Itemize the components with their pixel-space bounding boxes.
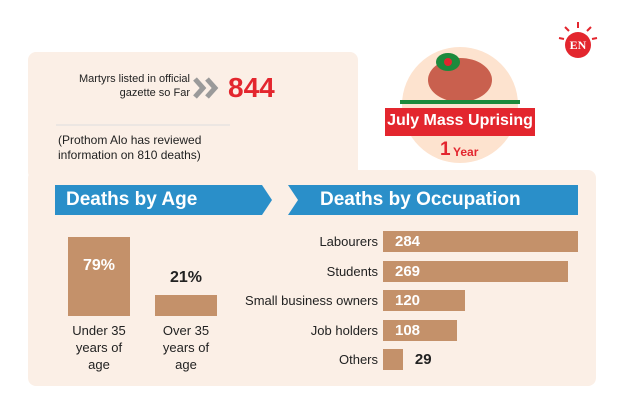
- value-label: 269: [395, 262, 421, 280]
- bar: [383, 260, 568, 282]
- chart-title: Deaths by Age: [66, 189, 198, 210]
- chart-title: Deaths by Occupation: [320, 189, 521, 210]
- x-tick-label: Under 35 years of age: [72, 323, 126, 372]
- bar: [383, 290, 466, 311]
- logo: EN: [569, 38, 587, 52]
- chevron: [193, 77, 207, 99]
- value-label: 120: [395, 292, 421, 309]
- badge-year-number: 1: [440, 139, 451, 160]
- badge-title: July Mass Uprising: [387, 112, 533, 129]
- bar: [383, 349, 403, 370]
- logo-circle: [565, 32, 591, 58]
- value-label: 29: [414, 351, 432, 368]
- x-tick-label: Over 35 years of age: [162, 323, 210, 372]
- value-label: 21%: [169, 269, 203, 286]
- bar: [68, 237, 130, 316]
- panel-top: [28, 52, 358, 180]
- martyrs-total: 844: [228, 72, 275, 103]
- header-bar: [288, 185, 578, 215]
- bar: [383, 231, 579, 252]
- badge-stripe: [400, 100, 520, 104]
- bar: [155, 295, 217, 316]
- y-tick-label: Labourers: [319, 234, 378, 249]
- badge-banner: [385, 108, 535, 136]
- martyrs-label: Martyrs listed in official gazette so Fa…: [78, 73, 190, 99]
- chevron: [205, 77, 219, 99]
- y-tick-label: Small business owners: [245, 293, 378, 308]
- value-label: 108: [395, 321, 421, 339]
- y-tick-label: Students: [326, 263, 378, 279]
- header-bar: [55, 185, 272, 215]
- badge-flag-dot: [444, 58, 452, 66]
- y-tick-label: Job holders: [310, 322, 378, 338]
- y-tick-label: Others: [338, 352, 378, 367]
- note: (Prothom Alo has reviewed information on…: [58, 133, 202, 162]
- bar: [383, 319, 458, 341]
- logo-rays: [558, 22, 598, 40]
- badge-year-word: Year: [453, 145, 479, 159]
- value-label: 284: [395, 233, 421, 250]
- value-label: 79%: [82, 257, 116, 274]
